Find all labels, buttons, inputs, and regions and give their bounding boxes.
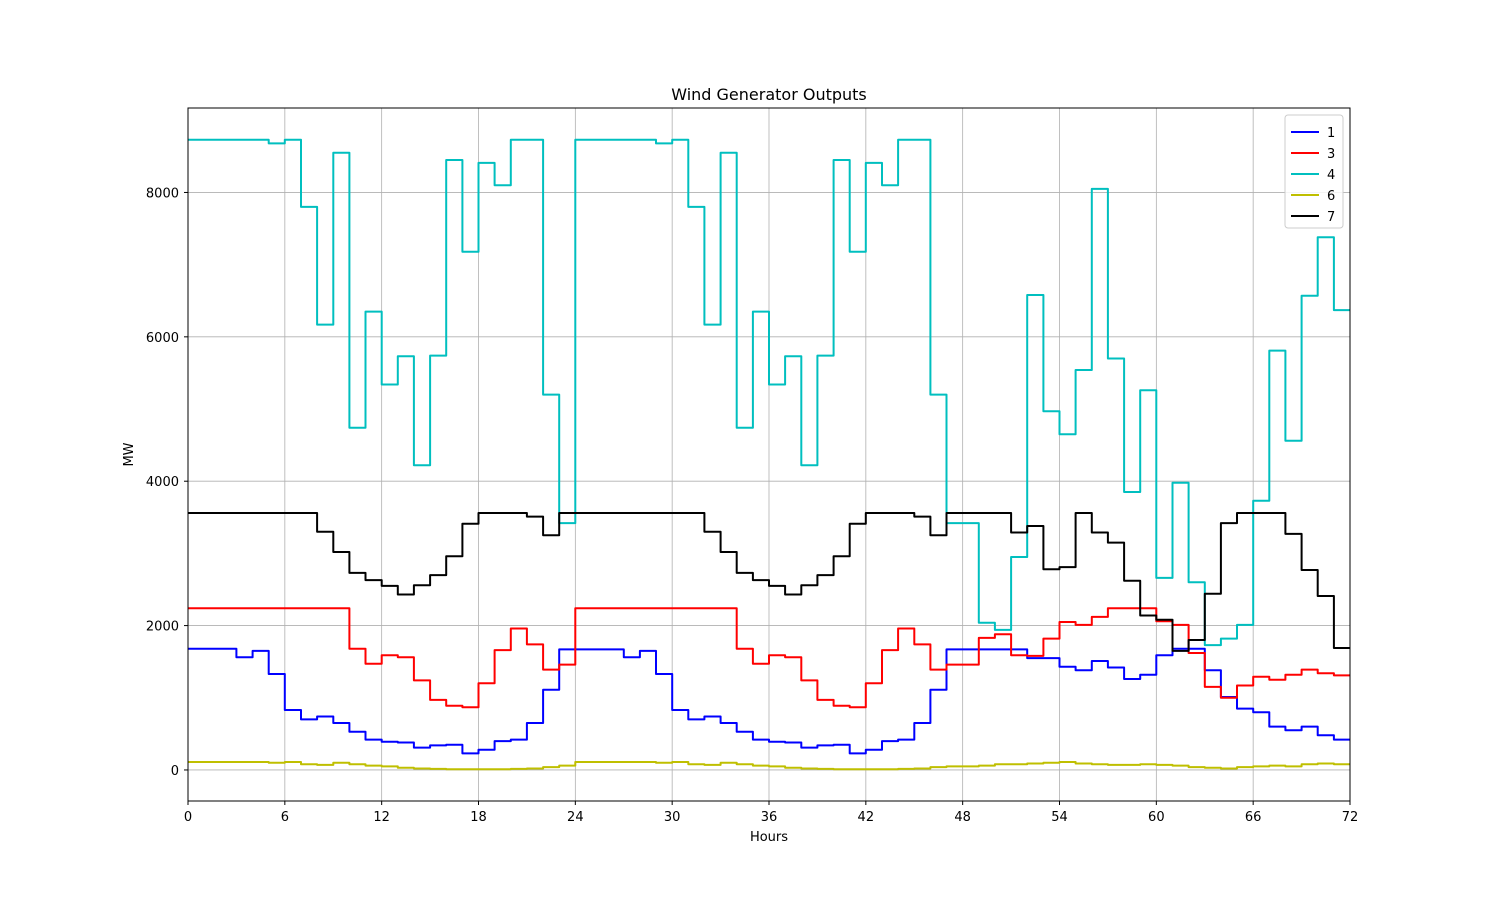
x-tick-label: 18 xyxy=(470,810,487,825)
x-axis-label: Hours xyxy=(750,830,788,845)
plot-area xyxy=(188,138,1350,771)
y-tick-label: 0 xyxy=(171,764,179,779)
x-tick-label: 66 xyxy=(1245,810,1262,825)
series-line-1 xyxy=(188,647,1350,755)
legend-entry-4: 4 xyxy=(1327,168,1335,183)
x-tick-label: 48 xyxy=(954,810,971,825)
x-tick-label: 12 xyxy=(373,810,390,825)
x-tick-label: 0 xyxy=(184,810,192,825)
x-tick-label: 24 xyxy=(567,810,584,825)
y-tick-label: 6000 xyxy=(146,331,179,346)
legend-entry-6: 6 xyxy=(1327,189,1335,204)
series-line-7 xyxy=(188,512,1350,652)
legend-entry-1: 1 xyxy=(1327,126,1335,141)
series-line-4 xyxy=(188,138,1350,647)
legend: 1 3 4 6 7 xyxy=(1284,114,1344,229)
y-tick-label: 2000 xyxy=(146,620,179,635)
x-tick-label: 30 xyxy=(664,810,681,825)
x-tick-label: 72 xyxy=(1342,810,1359,825)
series-line-6 xyxy=(188,761,1350,771)
x-tick-label: 6 xyxy=(281,810,289,825)
x-tick-label: 36 xyxy=(761,810,778,825)
legend-box xyxy=(1284,114,1344,229)
legend-entry-3: 3 xyxy=(1327,147,1335,162)
series-line-3 xyxy=(188,607,1350,709)
x-tick-label: 42 xyxy=(858,810,875,825)
axes-ticks: 0 6 12 18 24 30 36 42 48 54 60 66 72 0 2000 4000 6000 800… xyxy=(146,186,1358,825)
chart-title: Wind Generator Outputs xyxy=(671,85,867,104)
x-tick-label: 60 xyxy=(1148,810,1165,825)
x-tick-label: 54 xyxy=(1051,810,1068,825)
legend-entry-7: 7 xyxy=(1327,210,1335,225)
y-tick-label: 4000 xyxy=(146,475,179,490)
y-axis-label: MW xyxy=(122,442,137,466)
y-tick-label: 8000 xyxy=(146,186,179,201)
